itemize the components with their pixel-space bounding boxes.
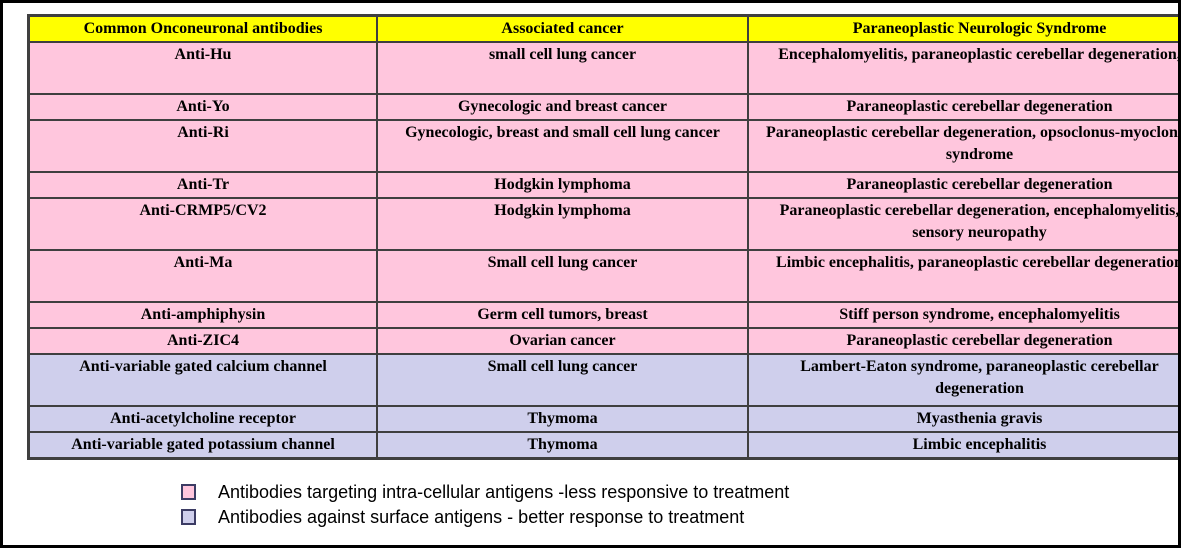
antibody-cell: Anti-ZIC4 (27, 327, 378, 355)
table-row: Anti-Yo Gynecologic and breast cancer Pa… (27, 93, 1178, 121)
syndrome-cell: Stiff person syndrome, encephalomyelitis (747, 301, 1178, 329)
header-row: Common Onconeuronal antibodies Associate… (27, 14, 1178, 43)
onconeuronal-antibody-table: Common Onconeuronal antibodies Associate… (27, 14, 1178, 460)
legend-label: Antibodies targeting intra-cellular anti… (218, 482, 790, 502)
syndrome-cell: Limbic encephalitis, paraneoplastic cere… (747, 249, 1178, 303)
table-row: Anti-Hu small cell lung cancer Encephalo… (27, 41, 1178, 95)
syndrome-cell: Limbic encephalitis (747, 431, 1178, 460)
cancer-cell: Hodgkin lymphoma (376, 171, 749, 199)
antibody-cell: Anti-acetylcholine receptor (27, 405, 378, 433)
antibody-cell: Anti-amphiphysin (27, 301, 378, 329)
table-row: Anti-variable gated calcium channel Smal… (27, 353, 1178, 407)
antibody-cell: Anti-variable gated potassium channel (27, 431, 378, 460)
legend-item: Antibodies against surface antigens - be… (181, 505, 789, 530)
legend-color-swatch (181, 484, 196, 500)
table-row: Anti-Ri Gynecologic, breast and small ce… (27, 119, 1178, 173)
antibody-cell: Anti-Yo (27, 93, 378, 121)
cancer-cell: Hodgkin lymphoma (376, 197, 749, 251)
column-header-syndrome: Paraneoplastic Neurologic Syndrome (747, 14, 1178, 43)
cancer-cell: Small cell lung cancer (376, 249, 749, 303)
table-row: Anti-Tr Hodgkin lymphoma Paraneoplastic … (27, 171, 1178, 199)
table-row: Anti-variable gated potassium channel Th… (27, 431, 1178, 460)
syndrome-cell: Paraneoplastic cerebellar degeneration (747, 93, 1178, 121)
table-row: Anti-amphiphysin Germ cell tumors, breas… (27, 301, 1178, 329)
syndrome-cell: Myasthenia gravis (747, 405, 1178, 433)
antibody-cell: Anti-Tr (27, 171, 378, 199)
antibody-cell: Anti-Ma (27, 249, 378, 303)
antibody-cell: Anti-Ri (27, 119, 378, 173)
syndrome-cell: Encephalomyelitis, paraneoplastic cerebe… (747, 41, 1178, 95)
syndrome-cell: Paraneoplastic cerebellar degeneration, … (747, 197, 1178, 251)
antibody-cell: Anti-Hu (27, 41, 378, 95)
cancer-cell: Ovarian cancer (376, 327, 749, 355)
cancer-cell: Gynecologic and breast cancer (376, 93, 749, 121)
legend: Antibodies targeting intra-cellular anti… (181, 480, 789, 530)
syndrome-cell: Paraneoplastic cerebellar degeneration, … (747, 119, 1178, 173)
cancer-cell: Gynecologic, breast and small cell lung … (376, 119, 749, 173)
cancer-cell: Small cell lung cancer (376, 353, 749, 407)
table-row: Anti-Ma Small cell lung cancer Limbic en… (27, 249, 1178, 303)
table-row: Anti-CRMP5/CV2 Hodgkin lymphoma Paraneop… (27, 197, 1178, 251)
table-row: Anti-ZIC4 Ovarian cancer Paraneoplastic … (27, 327, 1178, 355)
cancer-cell: small cell lung cancer (376, 41, 749, 95)
table-body: Anti-Hu small cell lung cancer Encephalo… (27, 41, 1178, 460)
cancer-cell: Germ cell tumors, breast (376, 301, 749, 329)
syndrome-cell: Lambert-Eaton syndrome, paraneoplastic c… (747, 353, 1178, 407)
syndrome-cell: Paraneoplastic cerebellar degeneration (747, 171, 1178, 199)
legend-color-swatch (181, 509, 196, 525)
column-header-antibodies: Common Onconeuronal antibodies (27, 14, 378, 43)
column-header-cancer: Associated cancer (376, 14, 749, 43)
syndrome-cell: Paraneoplastic cerebellar degeneration (747, 327, 1178, 355)
antibody-cell: Anti-CRMP5/CV2 (27, 197, 378, 251)
antibody-cell: Anti-variable gated calcium channel (27, 353, 378, 407)
legend-label: Antibodies against surface antigens - be… (218, 507, 745, 527)
table-row: Anti-acetylcholine receptor Thymoma Myas… (27, 405, 1178, 433)
table-header: Common Onconeuronal antibodies Associate… (27, 14, 1178, 43)
cancer-cell: Thymoma (376, 431, 749, 460)
legend-item: Antibodies targeting intra-cellular anti… (181, 480, 789, 505)
cancer-cell: Thymoma (376, 405, 749, 433)
